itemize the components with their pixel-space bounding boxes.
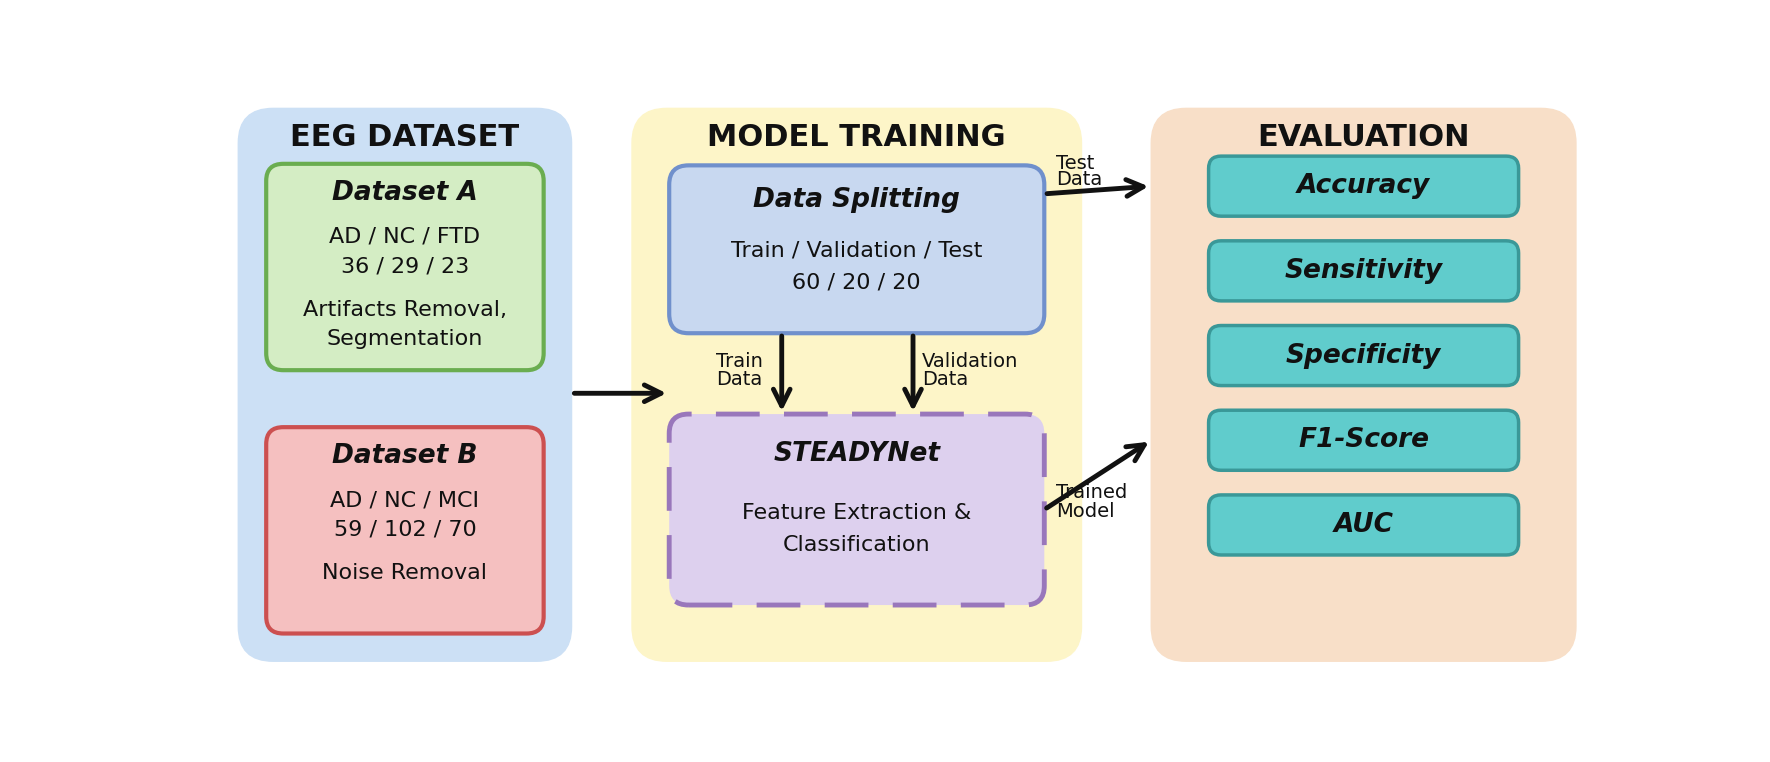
Text: MODEL TRAINING: MODEL TRAINING — [708, 123, 1005, 152]
Text: Accuracy: Accuracy — [1297, 173, 1430, 199]
Text: 59 / 102 / 70: 59 / 102 / 70 — [333, 520, 476, 539]
Text: Train: Train — [715, 352, 763, 371]
Text: STEADYNet: STEADYNet — [773, 441, 940, 467]
Text: Classification: Classification — [782, 535, 931, 555]
Text: Data Splitting: Data Splitting — [754, 187, 959, 213]
Text: Data: Data — [717, 370, 763, 389]
Text: EEG DATASET: EEG DATASET — [290, 123, 519, 152]
Text: Model: Model — [1057, 501, 1115, 520]
Text: Specificity: Specificity — [1287, 343, 1441, 369]
FancyBboxPatch shape — [1209, 156, 1519, 216]
Text: AUC: AUC — [1333, 512, 1393, 538]
Text: AD / NC / FTD: AD / NC / FTD — [329, 227, 480, 247]
FancyBboxPatch shape — [632, 108, 1081, 661]
Text: AD / NC / MCI: AD / NC / MCI — [331, 490, 480, 511]
Text: Data: Data — [922, 370, 968, 389]
FancyBboxPatch shape — [669, 165, 1044, 333]
Text: Dataset B: Dataset B — [333, 443, 478, 469]
FancyBboxPatch shape — [1150, 108, 1575, 661]
FancyBboxPatch shape — [239, 108, 572, 661]
Text: Noise Removal: Noise Removal — [322, 563, 487, 584]
Text: Data: Data — [1057, 171, 1103, 190]
FancyBboxPatch shape — [266, 164, 543, 370]
Text: Trained: Trained — [1057, 483, 1127, 502]
Text: Artifacts Removal,: Artifacts Removal, — [303, 300, 506, 320]
Text: 60 / 20 / 20: 60 / 20 / 20 — [793, 272, 920, 293]
Text: 36 / 29 / 23: 36 / 29 / 23 — [342, 256, 469, 277]
FancyBboxPatch shape — [1209, 325, 1519, 386]
Text: Train / Validation / Test: Train / Validation / Test — [731, 240, 982, 260]
FancyBboxPatch shape — [266, 427, 543, 633]
FancyBboxPatch shape — [1209, 241, 1519, 301]
FancyBboxPatch shape — [669, 414, 1044, 605]
Text: Validation: Validation — [922, 352, 1020, 371]
Text: F1-Score: F1-Score — [1297, 427, 1428, 453]
Text: Sensitivity: Sensitivity — [1285, 258, 1443, 284]
FancyBboxPatch shape — [1209, 495, 1519, 555]
Text: Feature Extraction &: Feature Extraction & — [742, 503, 972, 523]
FancyBboxPatch shape — [1209, 410, 1519, 470]
Text: Segmentation: Segmentation — [327, 329, 483, 350]
Text: Test: Test — [1057, 154, 1094, 172]
Text: EVALUATION: EVALUATION — [1257, 123, 1469, 152]
Text: Dataset A: Dataset A — [333, 180, 478, 206]
